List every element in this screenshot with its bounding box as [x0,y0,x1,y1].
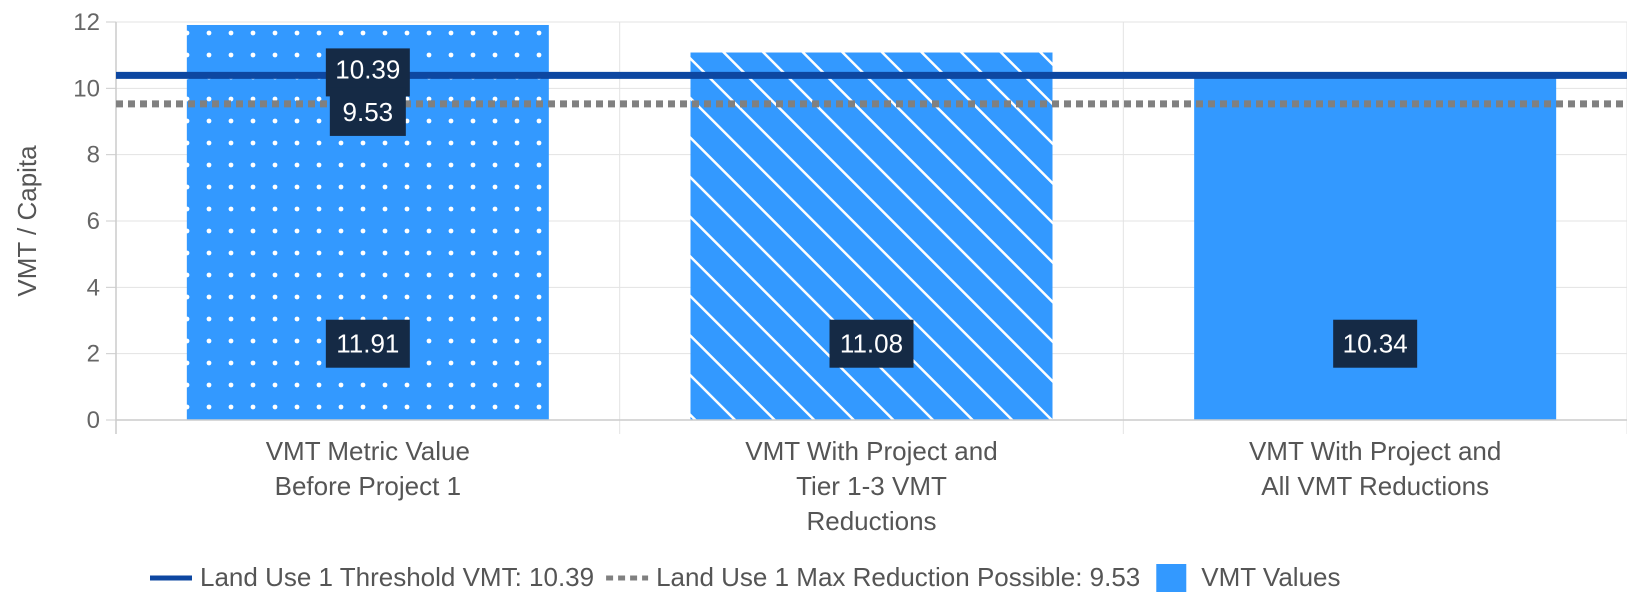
bar-3 [1194,77,1557,420]
y-axis-title: VMT / Capita [12,145,42,297]
y-tick-label: 6 [87,208,100,235]
data-label-box [325,319,410,368]
chart-axes: 0 2 4 6 8 10 12 VMT / Capita VMT Metric Value Bef… [12,9,1627,536]
x-category-label-line: VMT Metric Value [266,436,470,466]
x-category-label-line: Tier 1-3 VMT [796,471,947,501]
ref-value-label: 10.39 [335,54,400,84]
legend-swatch-vmt-values [1156,564,1187,592]
data-label: 11.91 [336,329,399,359]
y-tick-label: 0 [87,407,100,434]
x-category-label-line: Before Project 1 [275,471,461,501]
data-label: 11.08 [840,329,903,359]
x-category-label-line: All VMT Reductions [1261,471,1489,501]
x-category-label: VMT With Project and Tier 1-3 VMT Reductio… [745,436,997,536]
data-label: 10.34 [1343,329,1408,359]
legend-label-max-reduction: Land Use 1 Max Reduction Possible: 9.53 [656,562,1140,592]
ref-value-label-box [329,87,406,136]
x-category-label: VMT With Project and All VMT Reductions [1249,436,1501,501]
legend-label-threshold: Land Use 1 Threshold VMT: 10.39 [200,562,594,592]
y-tick-label: 2 [87,341,100,368]
y-tick-label: 4 [87,274,100,301]
x-category-label: VMT Metric Value Before Project 1 [266,436,470,501]
ref-value-label: 9.53 [343,97,394,127]
x-category-label-line: VMT With Project and [1249,436,1501,466]
x-category-label-line: VMT With Project and [745,436,997,466]
y-tick-label: 10 [73,75,100,102]
legend-label-vmt-values: VMT Values [1201,562,1340,592]
y-tick-label: 12 [73,9,100,36]
data-label-box [1333,319,1418,368]
x-category-label-line: Reductions [806,506,936,536]
data-labels: 11.91 11.08 10.34 10.39 9.53 [325,48,1418,368]
data-label-box [829,319,914,368]
y-tick-label: 8 [87,142,100,169]
chart-legend: Land Use 1 Threshold VMT: 10.39 Land Use … [150,562,1341,592]
